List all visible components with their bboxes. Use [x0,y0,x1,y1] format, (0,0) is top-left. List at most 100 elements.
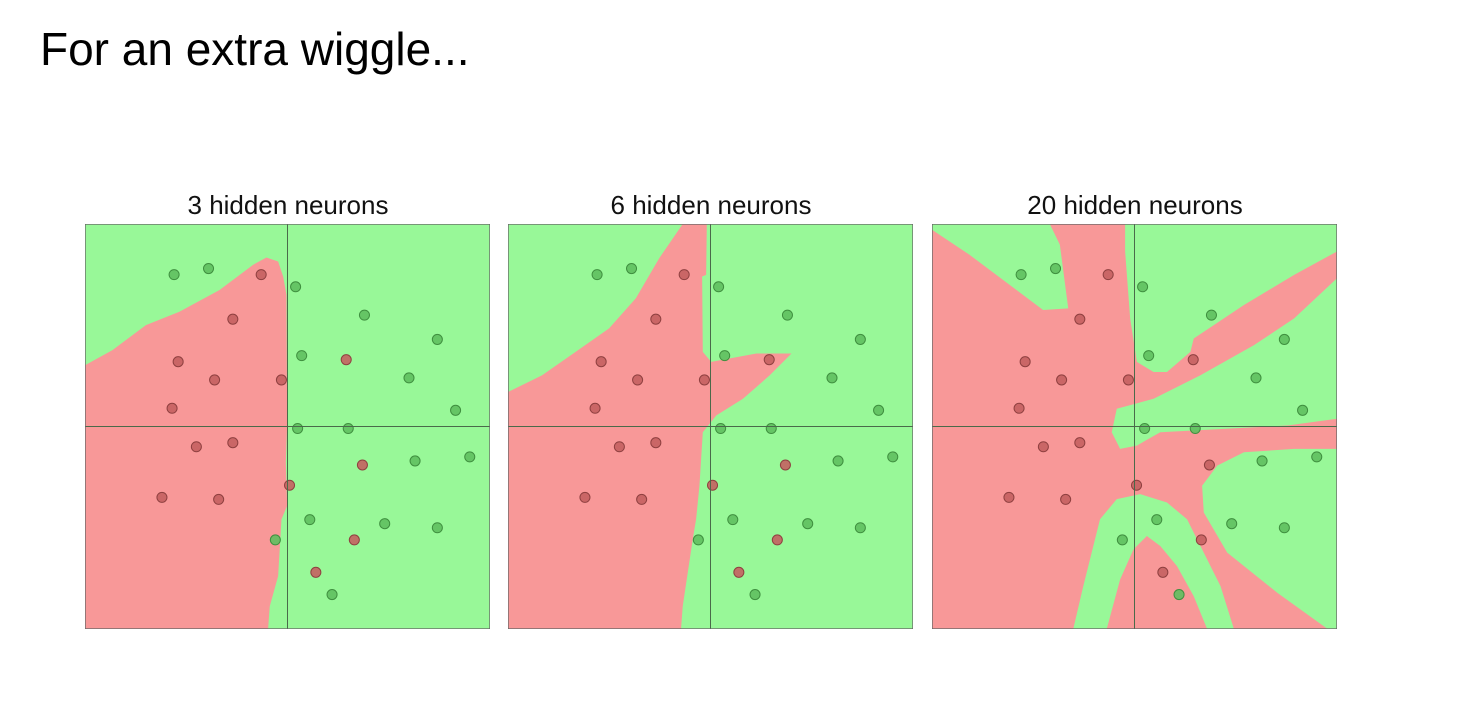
green-data-point [296,350,308,362]
green-data-point [713,281,725,293]
red-data-point [284,479,296,491]
green-data-point [464,451,476,463]
panel-20-neurons: 20 hidden neurons [932,186,1338,629]
red-data-point [310,566,322,578]
red-data-point [763,354,775,366]
green-data-point [781,309,793,321]
panel-title: 3 hidden neurons [187,190,389,220]
red-data-point [1131,479,1143,491]
red-data-point [255,269,267,281]
red-data-point [348,534,360,546]
red-data-point [1102,269,1114,281]
red-data-point [1074,313,1086,325]
green-data-point [1226,518,1238,530]
red-data-point [595,356,607,368]
red-data-point [632,374,644,386]
red-data-point [227,437,239,449]
green-data-point [887,451,899,463]
red-data-point [1013,402,1025,414]
red-data-point [1195,534,1207,546]
red-data-point [190,441,202,453]
red-data-point [1003,491,1015,503]
red-data-point [340,354,352,366]
green-data-point [591,269,603,281]
red-data-point [166,402,178,414]
red-data-point [1157,566,1169,578]
red-data-point [1060,493,1072,505]
red-data-point [227,313,239,325]
red-data-point [779,459,791,471]
green-data-point [1311,451,1323,463]
red-data-point [636,493,648,505]
green-data-point [1050,263,1062,275]
green-data-point [269,534,281,546]
red-data-point [1203,459,1215,471]
green-data-point [1139,423,1151,435]
data-points [156,263,476,601]
green-data-point [326,589,338,601]
red-data-point [356,459,368,471]
green-data-point [1278,333,1290,345]
green-data-point [854,522,866,534]
red-data-point [579,491,591,503]
decision-boundary-plot [508,224,913,629]
red-data-point [733,566,745,578]
red-data-point [209,374,221,386]
red-data-point [1074,437,1086,449]
red-data-point [678,269,690,281]
green-data-point [168,269,180,281]
green-data-point [1297,404,1309,416]
green-data-point [854,333,866,345]
green-data-point [1250,372,1262,384]
red-data-point [156,491,168,503]
green-data-point [431,522,443,534]
red-data-point [771,534,783,546]
green-data-point [1278,522,1290,534]
red-data-point [650,313,662,325]
green-data-point [873,404,885,416]
green-data-point [304,514,316,526]
red-data-point [1122,374,1134,386]
green-data-point [1205,309,1217,321]
panel-3-neurons: 3 hidden neurons [85,186,491,629]
green-data-point [379,518,391,530]
green-data-point [727,514,739,526]
green-data-point [832,455,844,467]
red-data-point [1019,356,1031,368]
green-data-point [715,423,727,435]
decision-boundary-plot [932,224,1337,629]
green-data-point [1137,281,1149,293]
green-region [1125,224,1337,372]
green-data-point [826,372,838,384]
red-data-point [589,402,601,414]
green-data-point [1116,534,1128,546]
red-data-point [707,479,719,491]
decision-boundary-plot [85,224,490,629]
panel-title: 20 hidden neurons [1027,190,1243,220]
panel-6-neurons: 6 hidden neurons [508,186,914,629]
green-data-point [358,309,370,321]
green-region [1111,278,1337,449]
green-region [1202,448,1337,629]
green-data-point [1151,514,1163,526]
slide-title: For an extra wiggle... [40,23,470,75]
green-data-point [749,589,761,601]
green-data-point [292,423,304,435]
green-data-point [1189,423,1201,435]
green-data-point [1173,589,1185,601]
green-data-point [1143,350,1155,362]
red-data-point [698,374,710,386]
green-data-point [342,423,354,435]
red-data-point [1187,354,1199,366]
red-data-point [172,356,184,368]
green-data-point [431,333,443,345]
green-data-point [409,455,421,467]
green-data-point [290,281,302,293]
red-data-point [275,374,287,386]
green-data-point [802,518,814,530]
green-region [932,224,1069,311]
red-data-point [213,493,225,505]
data-points [579,263,899,601]
green-data-point [1256,455,1268,467]
green-data-point [450,404,462,416]
